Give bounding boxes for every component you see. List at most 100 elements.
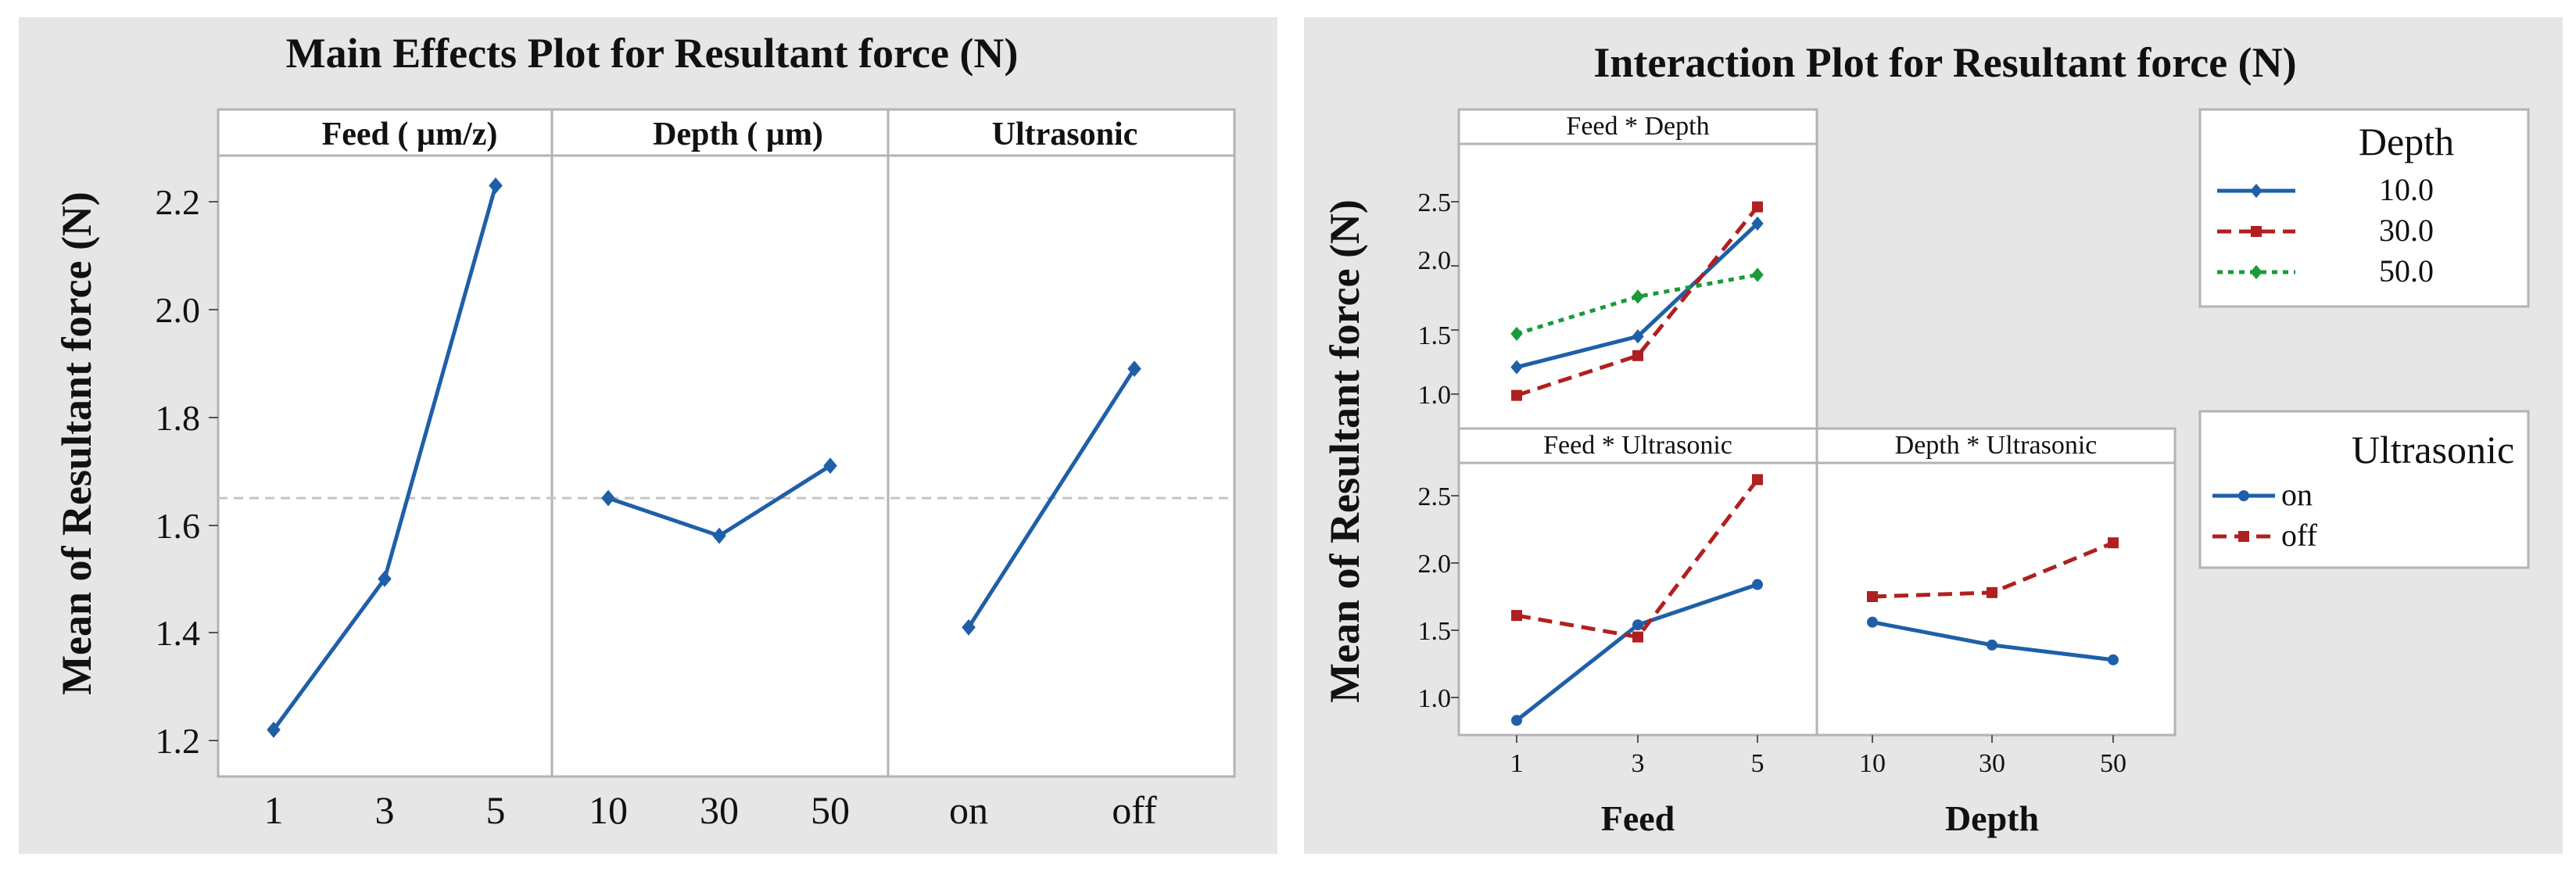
interaction-point	[1752, 201, 1763, 213]
main-effects-plot-area	[217, 108, 1236, 778]
legend-ultrasonic: Ultrasonic on off	[2198, 410, 2530, 569]
legend-depth-title: Depth	[2359, 120, 2454, 163]
y-tick: 1.4	[156, 613, 218, 653]
interaction-point	[1632, 631, 1643, 643]
x-tick-label: 30	[700, 788, 739, 832]
interaction-point	[2108, 654, 2119, 665]
y-tick-label: 1.0	[1418, 381, 1452, 410]
interaction-point	[1632, 350, 1643, 361]
main-effect-point	[489, 177, 503, 194]
legend-label: off	[2281, 518, 2318, 553]
interaction-chart: Interaction Plot for Resultant force (N)…	[1304, 17, 2563, 854]
interaction-point	[1510, 326, 1523, 342]
y-axis-ticks-top: 1.0 1.5 2.0 2.5	[1418, 188, 1452, 410]
x-tick-label: 50	[811, 788, 850, 832]
panel-title-depth: Depth ( µm)	[653, 117, 823, 152]
x-tick-label: off	[1112, 788, 1157, 832]
interaction-point	[1867, 591, 1878, 602]
interaction-point	[1752, 474, 1763, 486]
x-axis-label-depth: Depth	[1945, 798, 2039, 838]
main-effect-point	[378, 570, 392, 587]
x-tick-label: 3	[1632, 749, 1645, 778]
x-axis-ticks: 1 3 5 10 30 50 on off	[264, 788, 1158, 832]
legend-ultrasonic-box	[2198, 410, 2530, 569]
y-axis-ticks-bottom: 1.0 1.5 2.0 2.5	[1418, 482, 1452, 713]
panel-title-feed: Feed ( µm/z)	[322, 117, 498, 152]
y-tick: 1.8	[156, 398, 218, 438]
x-axis-label-feed: Feed	[1601, 798, 1675, 838]
main-effects-svg: Main Effects Plot for Resultant force (N…	[53, 30, 1236, 832]
legend-depth: Depth 10.0 30.0 50.0	[2198, 108, 2530, 308]
main-effects-marks	[218, 177, 1234, 738]
cell-title-feed-ultrasonic: Feed * Ultrasonic	[1543, 431, 1732, 460]
interaction-ylabel: Mean of Resultant force (N)	[1321, 199, 1368, 703]
y-tick-label: 2.5	[1418, 188, 1452, 217]
legend-swatch-marker	[2251, 226, 2262, 237]
legend-label: 30.0	[2379, 213, 2434, 248]
main-effect-point	[1127, 360, 1141, 377]
interaction-point	[1867, 616, 1878, 628]
cell-feed-depth	[1457, 108, 1818, 430]
interaction-point	[1510, 360, 1523, 375]
y-tick-label: 1.5	[1418, 321, 1452, 350]
main-effects-chart: Main Effects Plot for Resultant force (N…	[19, 17, 1277, 854]
y-tick-label: 2.0	[1418, 550, 1452, 579]
y-tick-label: 1.2	[156, 721, 201, 761]
x-axis-ticks: 1 3 5 10 30 50	[1510, 749, 2127, 778]
legend-label: on	[2281, 477, 2313, 512]
cell-feed-ultrasonic	[1457, 427, 1818, 737]
interaction-point	[1632, 619, 1643, 631]
cell-title-depth-ultrasonic: Depth * Ultrasonic	[1895, 431, 2098, 460]
main-effect-point	[823, 457, 837, 475]
y-tick: 2.0	[156, 290, 218, 330]
x-tick-label: 5	[1751, 749, 1765, 778]
cell-depth-ultrasonic	[1815, 427, 2177, 737]
interaction-point	[1511, 610, 1522, 622]
main-effects-ylabel: Mean of Resultant force (N)	[53, 192, 100, 695]
interaction-point	[1752, 579, 1763, 590]
y-tick-label: 2.2	[156, 182, 201, 222]
y-axis-ticks: 1.2 1.4 1.6 1.8 2.0 2.2	[156, 182, 218, 761]
main-effect-line	[966, 368, 1137, 629]
main-effect-point	[962, 619, 976, 636]
y-tick-label: 1.4	[156, 613, 201, 653]
x-tick-label: 30	[1979, 749, 2005, 778]
main-effects-title: Main Effects Plot for Resultant force (N…	[286, 30, 1019, 77]
panel-title-ultrasonic: Ultrasonic	[992, 117, 1138, 152]
main-effect-point	[267, 721, 281, 738]
x-tick-label: 1	[264, 788, 284, 832]
interaction-svg: Interaction Plot for Resultant force (N)…	[1321, 39, 2530, 838]
legend-swatch-marker	[2238, 531, 2249, 542]
y-tick-label: 2.0	[156, 290, 201, 330]
interaction-point	[1987, 639, 1997, 651]
cell-title-feed-depth: Feed * Depth	[1566, 112, 1709, 141]
main-effect-point	[601, 489, 615, 507]
interaction-point	[1987, 586, 1997, 598]
y-tick: 1.6	[156, 506, 218, 546]
interaction-title: Interaction Plot for Resultant force (N)	[1593, 39, 2296, 86]
y-tick-label: 1.0	[1418, 684, 1452, 713]
interaction-series-line	[1516, 205, 1759, 398]
interaction-point	[1511, 715, 1522, 726]
interaction-marks	[1451, 183, 2295, 743]
x-tick-label: 50	[2100, 749, 2126, 778]
y-tick: 2.2	[156, 182, 218, 222]
legend-label: 10.0	[2379, 172, 2434, 207]
x-tick-label: 3	[375, 788, 395, 832]
y-tick-label: 1.5	[1418, 617, 1452, 646]
y-tick-label: 1.6	[156, 506, 201, 546]
y-tick-label: 2.5	[1418, 482, 1452, 511]
legend-label: 50.0	[2379, 253, 2434, 289]
y-tick-label: 1.8	[156, 398, 201, 438]
legend-ultrasonic-title: Ultrasonic	[2352, 428, 2514, 472]
x-tick-label: 10	[589, 788, 628, 832]
x-tick-label: 1	[1510, 749, 1524, 778]
interaction-point	[2108, 537, 2119, 549]
y-tick-label: 2.0	[1418, 246, 1452, 275]
legend-swatch-marker	[2238, 490, 2249, 501]
y-tick: 1.2	[156, 721, 218, 761]
x-tick-label: 5	[486, 788, 506, 832]
x-tick-label: 10	[1859, 749, 1886, 778]
main-effect-point	[712, 527, 726, 544]
interaction-point	[1511, 389, 1522, 401]
